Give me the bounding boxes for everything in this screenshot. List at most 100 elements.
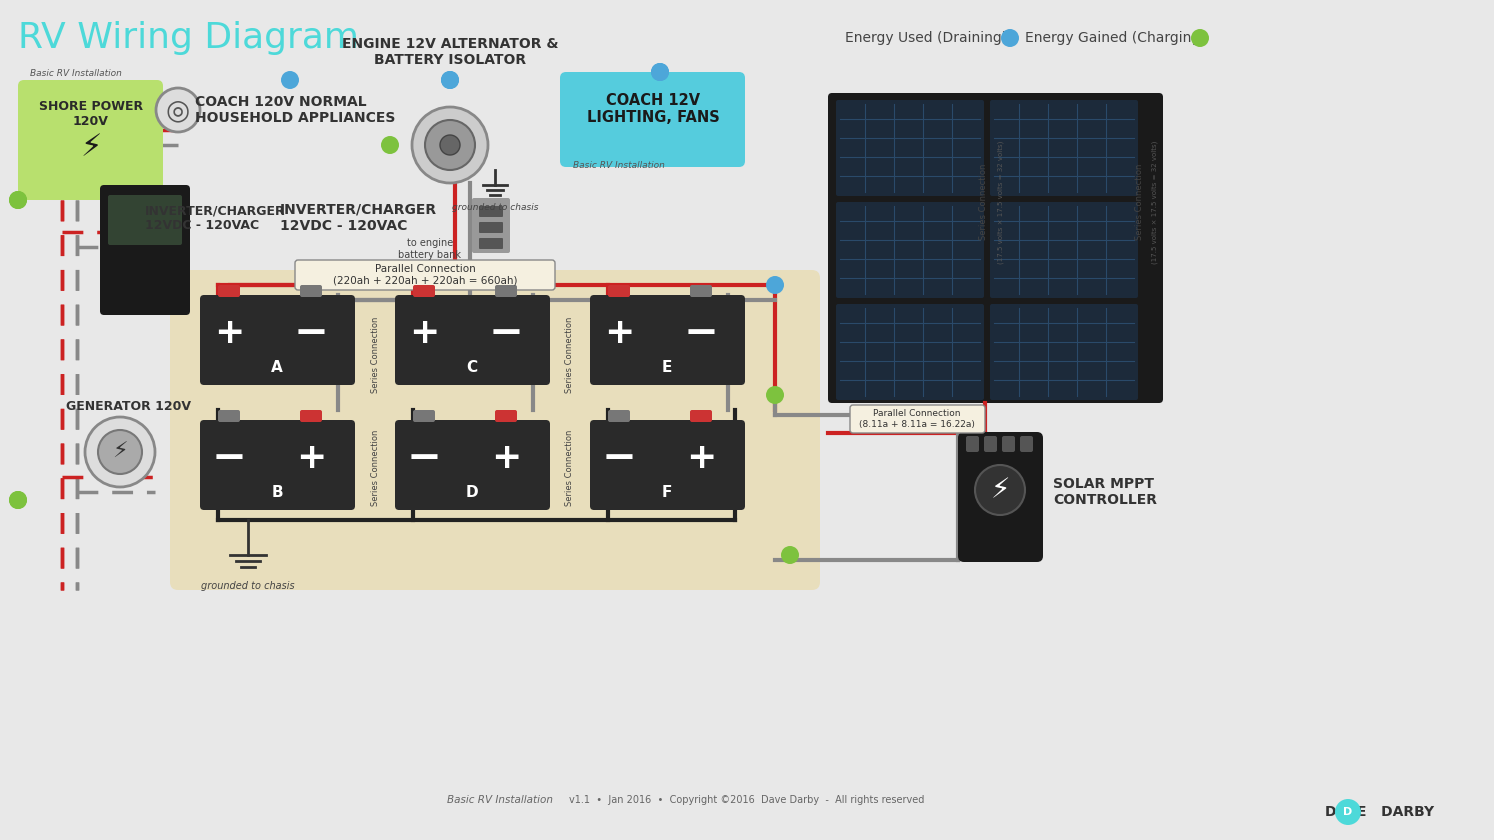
Text: Series Connection: Series Connection: [566, 430, 575, 507]
FancyBboxPatch shape: [200, 420, 356, 510]
FancyBboxPatch shape: [991, 202, 1138, 298]
Text: +: +: [296, 441, 326, 475]
FancyBboxPatch shape: [394, 295, 550, 385]
Text: RV Wiring Diagram: RV Wiring Diagram: [18, 21, 359, 55]
Text: +: +: [686, 441, 716, 475]
Text: E: E: [662, 360, 672, 375]
FancyBboxPatch shape: [991, 100, 1138, 196]
FancyBboxPatch shape: [472, 198, 509, 253]
Text: F: F: [662, 485, 672, 500]
Circle shape: [9, 191, 27, 209]
Text: ◎: ◎: [166, 96, 190, 124]
Text: grounded to chasis: grounded to chasis: [202, 581, 294, 591]
Text: A: A: [270, 360, 282, 375]
FancyBboxPatch shape: [412, 285, 435, 297]
Text: Parallel Connection
(220ah + 220ah + 220ah = 660ah): Parallel Connection (220ah + 220ah + 220…: [333, 265, 517, 286]
Circle shape: [1336, 799, 1361, 825]
Text: +: +: [409, 316, 439, 350]
FancyBboxPatch shape: [991, 304, 1138, 400]
FancyBboxPatch shape: [300, 285, 323, 297]
FancyBboxPatch shape: [608, 410, 630, 422]
Circle shape: [9, 491, 27, 509]
Text: Series Connection: Series Connection: [1135, 164, 1144, 240]
FancyBboxPatch shape: [850, 405, 985, 433]
Text: C: C: [466, 360, 478, 375]
FancyBboxPatch shape: [590, 420, 746, 510]
Text: Basic RV Installation: Basic RV Installation: [447, 795, 553, 805]
FancyBboxPatch shape: [218, 410, 241, 422]
Text: B: B: [272, 485, 282, 500]
Text: D: D: [466, 485, 478, 500]
Circle shape: [381, 136, 399, 154]
Text: +: +: [492, 441, 521, 475]
Circle shape: [155, 88, 200, 132]
FancyBboxPatch shape: [985, 436, 996, 452]
Text: +: +: [604, 316, 633, 350]
Text: ⚡: ⚡: [81, 134, 102, 162]
FancyBboxPatch shape: [495, 410, 517, 422]
FancyBboxPatch shape: [300, 410, 323, 422]
FancyBboxPatch shape: [967, 436, 979, 452]
Circle shape: [1001, 29, 1019, 47]
Circle shape: [85, 417, 155, 487]
FancyBboxPatch shape: [412, 410, 435, 422]
Text: Parallel Connection
(8.11a + 8.11a = 16.22a): Parallel Connection (8.11a + 8.11a = 16.…: [859, 409, 976, 428]
Circle shape: [781, 546, 799, 564]
Text: −: −: [406, 437, 441, 479]
Text: Series Connection: Series Connection: [371, 430, 379, 507]
Text: Series Connection: Series Connection: [566, 317, 575, 393]
Text: (17.5 volts × 17.5 volts = 32 volts): (17.5 volts × 17.5 volts = 32 volts): [1152, 140, 1158, 264]
FancyBboxPatch shape: [828, 93, 1162, 403]
FancyBboxPatch shape: [608, 285, 630, 297]
Text: v1.1  •  Jan 2016  •  Copyright ©2016  Dave Darby  -  All rights reserved: v1.1 • Jan 2016 • Copyright ©2016 Dave D…: [569, 795, 925, 805]
Text: COACH 120V NORMAL
HOUSEHOLD APPLIANCES: COACH 120V NORMAL HOUSEHOLD APPLIANCES: [196, 95, 396, 125]
Circle shape: [281, 71, 299, 89]
Text: Series Connection: Series Connection: [371, 317, 379, 393]
Circle shape: [766, 276, 784, 294]
FancyBboxPatch shape: [690, 285, 713, 297]
Text: −: −: [602, 437, 636, 479]
FancyBboxPatch shape: [837, 304, 985, 400]
Text: −: −: [684, 312, 719, 354]
FancyBboxPatch shape: [394, 420, 550, 510]
Text: D: D: [1343, 807, 1352, 817]
Text: INVERTER/CHARGER
12VDC - 120VAC: INVERTER/CHARGER 12VDC - 120VAC: [279, 203, 438, 234]
FancyBboxPatch shape: [1002, 436, 1014, 452]
Text: COACH 12V
LIGHTING, FANS: COACH 12V LIGHTING, FANS: [587, 93, 720, 125]
Text: Energy Gained (Charging): Energy Gained (Charging): [1025, 31, 1206, 45]
Text: grounded to chasis: grounded to chasis: [451, 203, 538, 212]
Circle shape: [651, 63, 669, 81]
FancyBboxPatch shape: [200, 295, 356, 385]
Circle shape: [651, 63, 669, 81]
FancyBboxPatch shape: [837, 202, 985, 298]
Text: ⚡: ⚡: [991, 476, 1010, 504]
Text: GENERATOR 120V: GENERATOR 120V: [66, 400, 191, 412]
Circle shape: [9, 491, 27, 509]
Text: +: +: [214, 316, 244, 350]
Text: to engine
battery bank: to engine battery bank: [399, 238, 462, 260]
Circle shape: [412, 107, 489, 183]
FancyBboxPatch shape: [170, 270, 820, 590]
Text: −: −: [212, 437, 247, 479]
Text: DAVE   DARBY: DAVE DARBY: [1325, 805, 1434, 819]
FancyBboxPatch shape: [958, 432, 1043, 562]
Text: ENGINE 12V ALTERNATOR &
BATTERY ISOLATOR: ENGINE 12V ALTERNATOR & BATTERY ISOLATOR: [342, 37, 559, 67]
Circle shape: [976, 465, 1025, 515]
FancyBboxPatch shape: [480, 206, 503, 217]
Text: −: −: [293, 312, 329, 354]
Text: ⚡: ⚡: [112, 442, 128, 462]
Circle shape: [441, 135, 460, 155]
FancyBboxPatch shape: [690, 410, 713, 422]
Circle shape: [424, 120, 475, 170]
FancyBboxPatch shape: [1020, 436, 1032, 452]
Text: Series Connection: Series Connection: [980, 164, 989, 240]
Circle shape: [766, 386, 784, 404]
FancyBboxPatch shape: [590, 295, 746, 385]
FancyBboxPatch shape: [480, 222, 503, 233]
Circle shape: [9, 191, 27, 209]
Circle shape: [441, 71, 459, 89]
Text: INVERTER/CHARGER
12VDC - 120VAC: INVERTER/CHARGER 12VDC - 120VAC: [145, 204, 285, 232]
FancyBboxPatch shape: [100, 185, 190, 315]
FancyBboxPatch shape: [837, 100, 985, 196]
FancyBboxPatch shape: [495, 285, 517, 297]
